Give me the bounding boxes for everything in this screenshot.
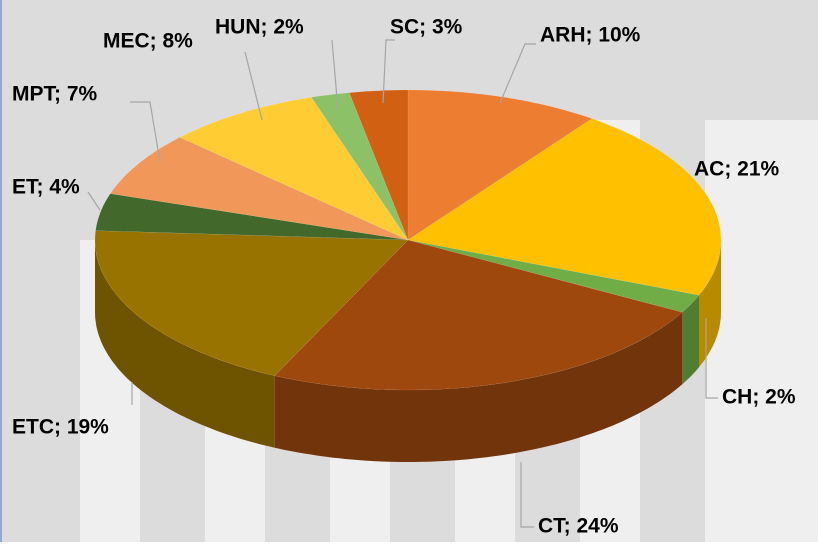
slice [274, 239, 683, 391]
slice [179, 97, 409, 241]
slice [407, 118, 722, 296]
leader-line [130, 101, 161, 163]
leader-line [244, 51, 263, 121]
backdrop-bar [705, 120, 818, 542]
data-label: AC; 21% [694, 158, 780, 181]
leader-line [705, 318, 718, 399]
data-label: CH; 2% [722, 386, 796, 409]
leader-line [87, 191, 101, 211]
slice-side [95, 240, 275, 448]
data-label: MEC; 8% [103, 30, 193, 53]
leader-line [499, 43, 536, 104]
leader-line [520, 462, 534, 528]
left-border [0, 0, 2, 542]
slice-side [699, 240, 721, 368]
data-label: HUN; 2% [215, 16, 304, 39]
slice-side [274, 312, 683, 462]
data-label: ARH; 10% [540, 24, 641, 47]
data-label: MPT; 7% [12, 83, 98, 106]
slice [348, 89, 409, 241]
data-label: SC; 3% [390, 16, 463, 39]
data-label: CT; 24% [538, 515, 619, 538]
slice [94, 230, 409, 376]
slice [407, 89, 593, 241]
slice [109, 137, 409, 241]
data-label: ETC; 19% [12, 416, 109, 439]
slice [95, 193, 409, 241]
slice [407, 239, 700, 313]
slice-side [682, 295, 699, 385]
data-label: ET; 4% [12, 176, 80, 199]
leader-line [382, 39, 395, 104]
slice [310, 92, 409, 241]
leader-line [331, 39, 339, 111]
